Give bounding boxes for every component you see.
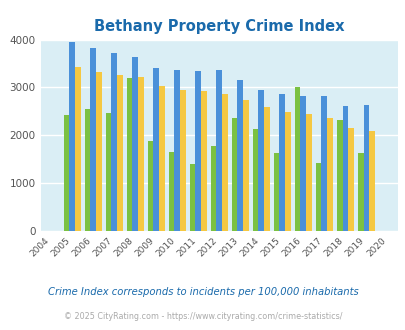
Bar	[279, 94, 284, 231]
Bar	[305, 114, 311, 231]
Bar	[179, 90, 185, 231]
Bar	[300, 96, 305, 231]
Bar	[126, 78, 132, 231]
Bar	[138, 78, 143, 231]
Bar	[222, 94, 227, 231]
Bar	[195, 71, 200, 231]
Bar	[237, 80, 243, 231]
Bar	[117, 75, 122, 231]
Bar	[111, 53, 117, 231]
Bar	[210, 146, 216, 231]
Bar	[174, 70, 179, 231]
Bar	[147, 141, 153, 231]
Bar	[105, 113, 111, 231]
Bar	[315, 163, 321, 231]
Bar	[189, 164, 195, 231]
Bar	[342, 106, 347, 231]
Text: Crime Index corresponds to incidents per 100,000 inhabitants: Crime Index corresponds to incidents per…	[47, 287, 358, 297]
Text: © 2025 CityRating.com - https://www.cityrating.com/crime-statistics/: © 2025 CityRating.com - https://www.city…	[64, 312, 341, 321]
Bar	[75, 67, 81, 231]
Bar	[252, 129, 258, 231]
Title: Bethany Property Crime Index: Bethany Property Crime Index	[94, 19, 343, 34]
Bar	[326, 118, 332, 231]
Bar	[84, 109, 90, 231]
Bar	[216, 70, 222, 231]
Bar	[357, 152, 362, 231]
Bar	[132, 57, 138, 231]
Bar	[231, 117, 237, 231]
Bar	[200, 91, 206, 231]
Bar	[168, 152, 174, 231]
Bar	[321, 96, 326, 231]
Bar	[368, 130, 374, 231]
Bar	[153, 68, 159, 231]
Bar	[362, 105, 368, 231]
Bar	[64, 115, 69, 231]
Bar	[284, 112, 290, 231]
Bar	[90, 48, 96, 231]
Bar	[96, 72, 101, 231]
Bar	[69, 42, 75, 231]
Bar	[336, 119, 342, 231]
Bar	[273, 153, 279, 231]
Bar	[264, 107, 269, 231]
Bar	[347, 128, 353, 231]
Bar	[258, 90, 264, 231]
Bar	[159, 86, 164, 231]
Bar	[294, 87, 300, 231]
Bar	[243, 100, 248, 231]
